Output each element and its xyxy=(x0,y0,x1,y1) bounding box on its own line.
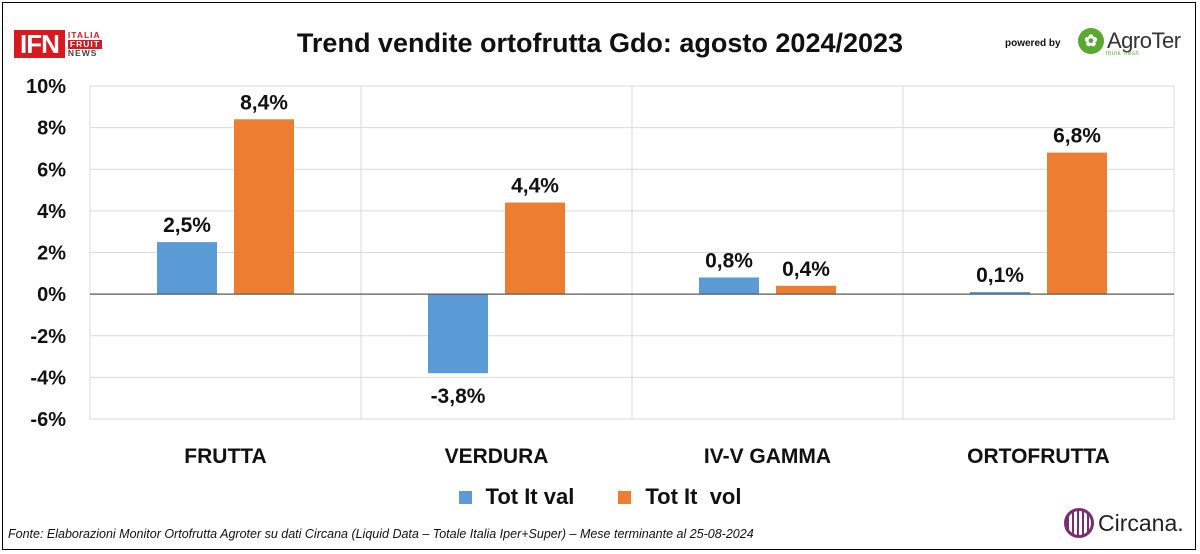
ifn-logo-mark: IFN xyxy=(14,30,65,58)
bar-val xyxy=(428,294,488,374)
y-tick-label: -6% xyxy=(30,409,66,431)
legend-item-val: Tot It val xyxy=(458,484,575,510)
bar-val xyxy=(157,242,217,295)
ifn-logo-fruit: FRUIT xyxy=(67,38,102,49)
bar-vol xyxy=(505,202,565,295)
data-label: 2,5% xyxy=(163,214,211,237)
bar-val xyxy=(699,277,759,295)
chart-title: Trend vendite ortofrutta Gdo: agosto 202… xyxy=(296,28,904,58)
x-tick-label: IV-V GAMMA xyxy=(704,445,831,468)
data-label: 0,4% xyxy=(782,258,830,281)
ifn-logo-news: NEWS xyxy=(67,47,98,58)
circana-logo-text: Circana. xyxy=(1098,509,1184,536)
legend-label-vol: Tot It vol xyxy=(645,484,742,509)
bar-vol xyxy=(1047,152,1107,295)
y-tick-label: 6% xyxy=(37,159,66,181)
source-note: Fonte: Elaborazioni Monitor Ortofrutta A… xyxy=(8,527,754,541)
y-tick-label: -4% xyxy=(30,367,66,389)
agroter-logo-text: AgroTer xyxy=(1107,28,1181,53)
y-tick-label: 2% xyxy=(37,243,66,265)
agroter-tagline: think fresh xyxy=(1106,51,1140,57)
agroter-leaf-icon: ✿ xyxy=(1078,28,1104,54)
circana-globe-icon xyxy=(1064,508,1094,538)
legend-label-val: Tot It val xyxy=(485,484,575,509)
agroter-logo: ✿ AgroTer xyxy=(1078,28,1181,54)
ifn-logo-italia: ITALIA xyxy=(67,29,101,40)
y-tick-label: 10% xyxy=(26,76,66,98)
chart-legend: Tot It val Tot It vol xyxy=(0,484,1200,510)
data-label: 4,4% xyxy=(511,175,559,198)
bar-vol xyxy=(234,119,294,295)
y-tick-label: 4% xyxy=(37,201,66,223)
data-label: 0,8% xyxy=(705,249,753,272)
powered-by-label: powered by xyxy=(1005,38,1061,49)
data-label: 0,1% xyxy=(976,264,1024,287)
data-label: 6,8% xyxy=(1053,125,1101,148)
legend-item-vol: Tot It vol xyxy=(618,484,741,510)
circana-logo: Circana. xyxy=(1064,508,1184,538)
bar-val xyxy=(970,292,1030,295)
legend-swatch-vol xyxy=(618,490,632,504)
ifn-logo-subtext: ITALIA FRUIT NEWS xyxy=(67,29,102,58)
bar-vol xyxy=(776,285,836,295)
data-label: -3,8% xyxy=(431,385,486,408)
x-tick-label: ORTOFRUTTA xyxy=(967,445,1110,468)
x-tick-label: VERDURA xyxy=(445,445,549,468)
y-tick-label: 8% xyxy=(37,118,66,140)
x-tick-label: FRUTTA xyxy=(184,445,266,468)
ifn-logo: IFN ITALIA FRUIT NEWS xyxy=(14,30,102,58)
y-tick-label: -2% xyxy=(30,326,66,348)
legend-swatch-val xyxy=(458,490,472,504)
data-label: 8,4% xyxy=(240,91,288,114)
y-tick-label: 0% xyxy=(37,284,66,306)
